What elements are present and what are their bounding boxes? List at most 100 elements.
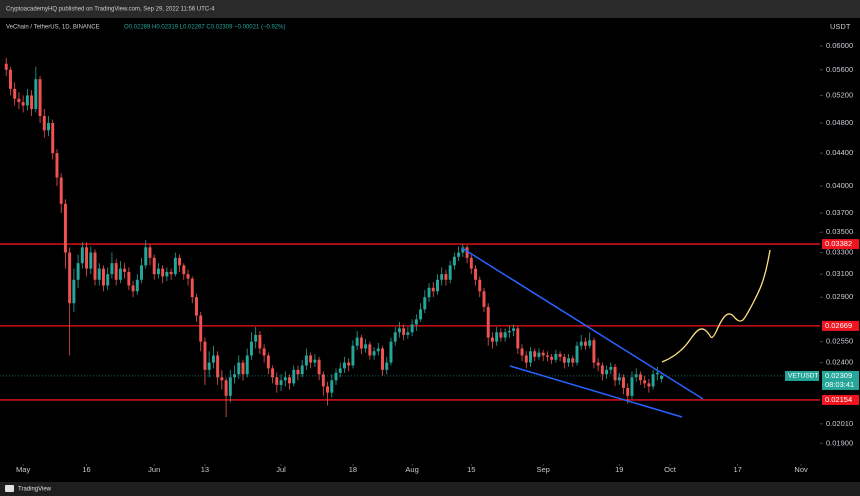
- candle-body: [351, 345, 355, 366]
- candle-body: [275, 377, 279, 385]
- candle-body: [309, 355, 313, 363]
- candle-body: [431, 287, 435, 292]
- candle-body: [266, 355, 270, 369]
- candle-body: [245, 355, 249, 375]
- candle-body: [288, 377, 291, 384]
- y-tick-label: 0.03700: [826, 208, 853, 217]
- candle-body: [469, 257, 473, 269]
- y-tick-label: 0.03100: [826, 269, 853, 278]
- candle-body: [89, 252, 93, 269]
- candle-body: [359, 337, 363, 349]
- candle-body: [397, 328, 401, 333]
- y-tick-label: 0.05200: [826, 90, 853, 99]
- candle-body: [173, 257, 177, 275]
- candle-body: [571, 358, 575, 363]
- candle-body: [123, 268, 127, 272]
- level-label: 0.02669: [825, 321, 852, 330]
- candle-body: [211, 355, 215, 363]
- candle-body: [499, 332, 503, 338]
- candle-body: [55, 153, 59, 178]
- candle-body: [249, 341, 253, 356]
- y-tick-label: 0.02550: [826, 337, 853, 346]
- candle-body: [414, 319, 418, 325]
- candle-body: [118, 268, 122, 280]
- candle-body: [452, 256, 456, 266]
- candle-body: [478, 279, 482, 292]
- candle-body: [34, 79, 38, 109]
- candle-body: [562, 356, 566, 363]
- candle-body: [338, 368, 342, 373]
- candle-body: [283, 377, 287, 381]
- candle-body: [490, 337, 494, 342]
- candle-body: [651, 374, 655, 387]
- candle-body: [152, 257, 156, 275]
- candle-body: [169, 271, 173, 275]
- candle-body: [131, 285, 135, 292]
- candle-body: [254, 334, 258, 342]
- candle-body: [567, 358, 571, 363]
- candle-body: [4, 63, 8, 70]
- candle-body: [529, 351, 532, 363]
- candle-body: [304, 355, 308, 366]
- candle-body: [381, 348, 384, 370]
- x-tick-label: 19: [615, 465, 623, 474]
- y-tick-label: 0.02400: [826, 358, 853, 367]
- symbol-label: VETUSDT: [788, 373, 818, 380]
- candle-body: [326, 386, 330, 393]
- candle-body: [626, 387, 630, 396]
- candle-body: [207, 362, 211, 370]
- candle-body: [474, 268, 478, 280]
- candle-body: [97, 268, 101, 280]
- bottom-bar: [0, 482, 860, 496]
- candle-body: [271, 368, 275, 378]
- candle-body: [203, 341, 207, 370]
- x-tick-label: Aug: [405, 465, 418, 474]
- candle-body: [448, 265, 452, 280]
- candle-body: [161, 268, 165, 277]
- candle-body: [436, 279, 439, 292]
- candle-body: [444, 274, 448, 280]
- top-bar: [0, 0, 860, 18]
- candle-body: [220, 377, 224, 381]
- candle-body: [588, 340, 592, 346]
- candle-body: [342, 362, 346, 369]
- candle-body: [440, 274, 444, 280]
- candle-body: [317, 359, 321, 375]
- candle-body: [76, 263, 80, 280]
- candle-body: [486, 306, 490, 338]
- candle-body: [427, 287, 431, 298]
- candle-body: [402, 328, 406, 335]
- y-tick-label: 0.03500: [826, 227, 853, 236]
- countdown-label: 08:03:41: [825, 380, 854, 389]
- candle-body: [199, 315, 203, 342]
- candle-body: [292, 369, 296, 384]
- candle-body: [533, 351, 537, 357]
- candle-body: [355, 337, 359, 346]
- brand: TradingView: [18, 487, 52, 493]
- price-axis: 0.06000 0.05600 0.05200 0.04800 0.04400 0.040…: [16, 41, 859, 474]
- candle-body: [389, 341, 393, 363]
- y-tick-label: 0.01900: [826, 438, 853, 447]
- y-tick-label: 0.06000: [826, 41, 853, 50]
- candle-body: [110, 263, 114, 275]
- candle-body: [300, 365, 304, 375]
- candle-body: [372, 351, 376, 356]
- candle-body: [93, 252, 97, 280]
- candle-body: [241, 362, 245, 375]
- candle-body: [47, 123, 50, 131]
- candle-body: [80, 247, 84, 264]
- candle-body: [376, 348, 380, 352]
- y-tick-label: 0.04400: [826, 148, 853, 157]
- candle-body: [558, 354, 562, 357]
- forecast-path: [661, 249, 771, 363]
- candle-body: [660, 375, 664, 379]
- candle-body: [596, 362, 600, 366]
- candle-body: [68, 252, 72, 304]
- candle-body: [144, 247, 148, 266]
- candle-body: [347, 362, 351, 366]
- candle-body: [279, 380, 283, 385]
- candle-body: [410, 324, 414, 333]
- level-label-box: [822, 394, 859, 405]
- candle-body: [38, 79, 42, 116]
